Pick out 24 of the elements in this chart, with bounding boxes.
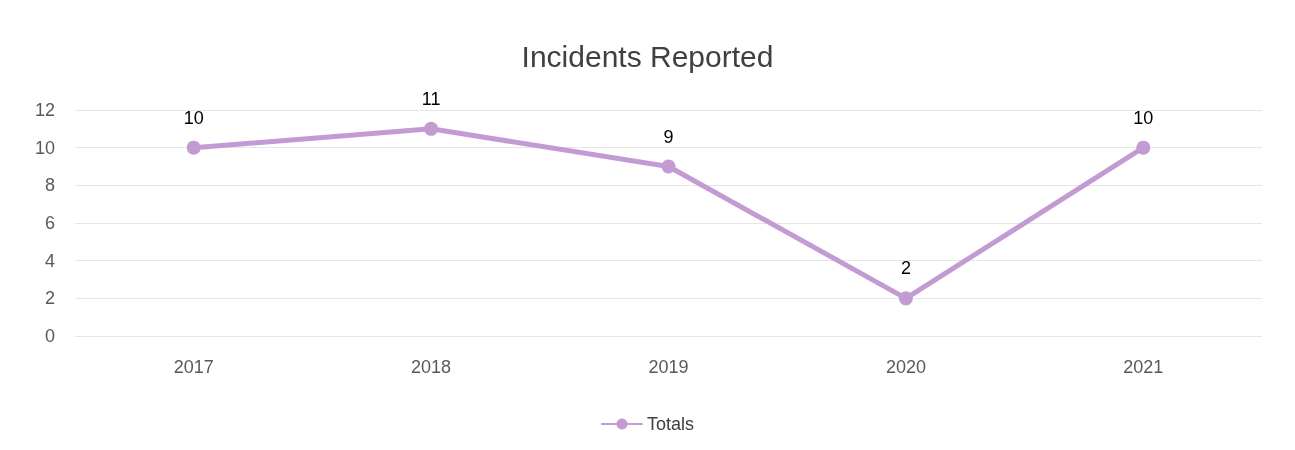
x-tick-label: 2018 <box>411 357 452 377</box>
y-tick-label: 0 <box>44 326 55 346</box>
data-label: 10 <box>1133 107 1154 128</box>
point <box>1136 140 1151 155</box>
data-label: 10 <box>183 107 204 128</box>
y-tick-label: 12 <box>34 100 55 120</box>
point <box>661 159 676 174</box>
point <box>186 140 201 155</box>
x-tick-label: 2021 <box>1123 357 1164 377</box>
y-tick-label: 4 <box>44 250 55 271</box>
legend-label: Totals <box>646 414 695 434</box>
data-label: 9 <box>663 126 674 147</box>
chart-title: Incidents Reported <box>521 39 774 73</box>
y-tick-label: 2 <box>44 288 55 309</box>
point <box>424 121 439 136</box>
y-tick-label: 10 <box>34 137 55 158</box>
data-label: 11 <box>421 88 441 109</box>
x-tick-label: 2020 <box>885 357 926 377</box>
x-tick-label: 2017 <box>173 357 214 377</box>
y-tick-label: 8 <box>44 175 55 196</box>
x-tick-label: 2019 <box>648 357 689 377</box>
data-label: 2 <box>900 258 911 279</box>
y-tick-label: 6 <box>44 213 55 233</box>
point <box>898 291 913 306</box>
